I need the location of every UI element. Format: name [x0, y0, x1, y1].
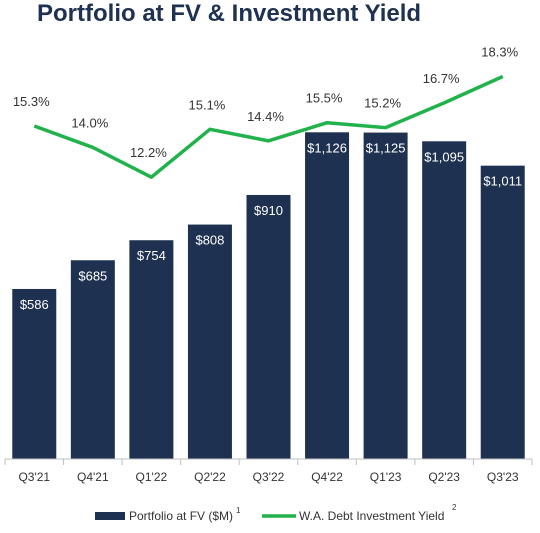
bar-6	[305, 132, 350, 459]
bar-8	[422, 141, 467, 459]
legend-swatch-portfolio	[95, 512, 125, 520]
bar-value-label: $1,126	[307, 140, 347, 155]
bar-value-label: $1,095	[424, 149, 464, 164]
yield-value-label: 15.1%	[189, 97, 226, 112]
yield-value-label: 15.2%	[364, 96, 401, 111]
bar-value-label: $1,125	[366, 141, 406, 156]
bar-value-label: $808	[195, 233, 224, 248]
legend-label-portfolio: Portfolio at FV ($M)	[129, 509, 233, 523]
yield-value-label: 12.2%	[130, 145, 167, 160]
x-tick-label: Q3'23	[487, 470, 519, 484]
yield-value-label: 14.0%	[71, 115, 108, 130]
yield-line	[33, 74, 504, 179]
bar-2	[70, 260, 115, 459]
bar-value-label: $754	[137, 248, 166, 263]
x-tick-label: Q3'21	[18, 470, 50, 484]
bar-9	[480, 165, 525, 460]
legend-superscript: 1	[236, 506, 241, 515]
x-tick-label: Q2'23	[428, 470, 460, 484]
yield-value-label: 14.4%	[247, 109, 284, 124]
bar-4	[187, 224, 232, 459]
bar-value-label: $685	[78, 268, 107, 283]
x-tick-label: Q3'22	[253, 470, 285, 484]
legend-superscript: 2	[452, 503, 457, 512]
bar-1	[12, 288, 57, 459]
chart-title: Portfolio at FV & Investment Yield	[37, 0, 422, 27]
bar-5	[246, 194, 291, 459]
bar-value-label: $586	[20, 297, 49, 312]
bar-7	[363, 132, 408, 460]
x-tick-label: Q1'22	[136, 470, 168, 484]
x-tick-label: Q4'21	[77, 470, 109, 484]
yield-value-label: 15.5%	[306, 91, 343, 106]
bar-3	[129, 240, 174, 459]
bar-value-label: $1,011	[483, 174, 522, 189]
yield-value-label: 16.7%	[423, 71, 460, 86]
legend-label-yield: W.A. Debt Investment Yield	[299, 509, 444, 523]
bar-value-label: $910	[254, 203, 283, 218]
yield-value-label: 18.3%	[481, 45, 518, 60]
yield-value-label: 15.3%	[13, 94, 50, 109]
x-tick-label: Q4'22	[311, 470, 343, 484]
x-tick-label: Q1'23	[370, 470, 402, 484]
x-tick-label: Q2'22	[194, 470, 226, 484]
